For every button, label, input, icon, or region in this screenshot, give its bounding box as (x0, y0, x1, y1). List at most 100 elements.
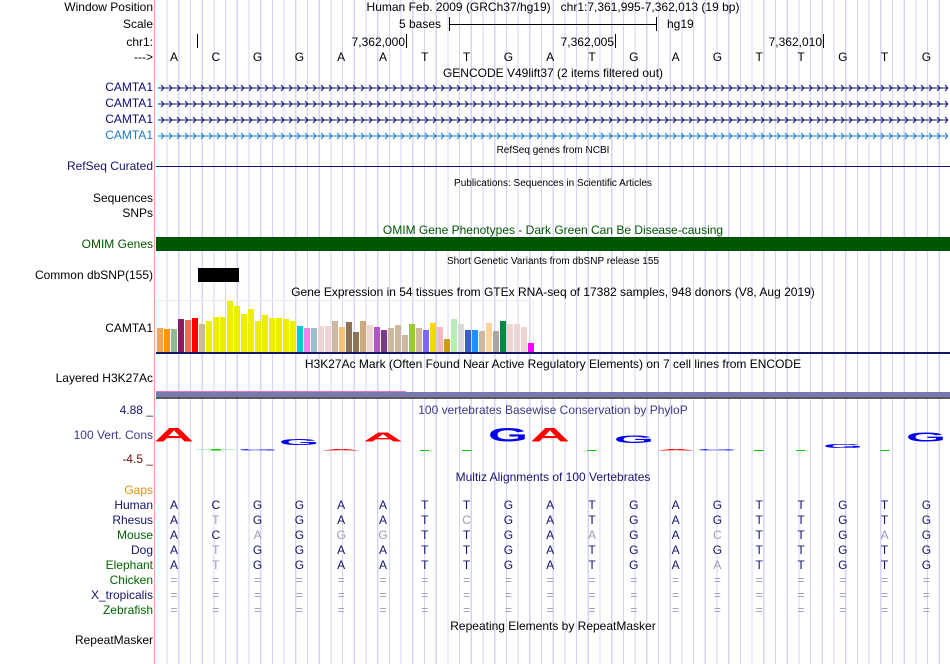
gtex-tissue-bar[interactable] (402, 335, 408, 352)
dbsnp-label[interactable]: Common dbSNP(155) (34, 268, 153, 282)
gtex-label[interactable]: CAMTA1 (105, 321, 153, 335)
species-label[interactable]: Dog (130, 543, 153, 557)
gtex-tissue-bar[interactable] (514, 324, 520, 352)
species-label[interactable]: Zebrafish (102, 603, 153, 617)
gene-track-camta1[interactable] (158, 130, 948, 141)
label-divider[interactable] (154, 0, 155, 664)
gtex-tissue-bar[interactable] (437, 327, 443, 352)
gtex-tissue-bar[interactable] (234, 306, 240, 352)
species-label[interactable]: Elephant (105, 558, 153, 572)
gaps-label[interactable]: Gaps (124, 483, 153, 497)
gtex-tissue-bar[interactable] (311, 328, 317, 352)
gtex-tissue-bar[interactable] (304, 328, 310, 352)
gtex-tissue-bar[interactable] (332, 321, 338, 352)
gtex-tissue-bar[interactable] (346, 322, 352, 352)
gtex-tissue-bar[interactable] (241, 314, 247, 352)
gtex-tissue-bar[interactable] (374, 327, 380, 352)
gtex-tissue-bar[interactable] (430, 323, 436, 352)
gtex-tissue-bar[interactable] (493, 331, 499, 352)
gtex-tissue-bar[interactable] (164, 329, 170, 352)
gtex-tissue-bar[interactable] (353, 332, 359, 352)
gtex-tissue-bar[interactable] (528, 343, 534, 352)
cons-label[interactable]: 100 Vert. Cons (73, 428, 153, 442)
gtex-tissue-bar[interactable] (500, 321, 506, 352)
gtex-tissue-bar[interactable] (381, 330, 387, 352)
gtex-tissue-bar[interactable] (178, 319, 184, 352)
omim-gene-bar[interactable] (156, 237, 950, 251)
gtex-tissue-bar[interactable] (318, 326, 324, 352)
alignment-base: = (922, 588, 930, 602)
gtex-tissue-bar[interactable] (395, 325, 401, 352)
gtex-tissue-bar[interactable] (444, 339, 450, 352)
gtex-tissue-bar[interactable] (388, 328, 394, 352)
gtex-tissue-bar[interactable] (423, 330, 429, 352)
gene-label-camta1[interactable]: CAMTA1 (105, 128, 153, 142)
gtex-tissue-bar[interactable] (185, 320, 191, 352)
strand-label[interactable]: ---> (134, 50, 153, 64)
gene-label-camta1[interactable]: CAMTA1 (105, 96, 153, 110)
gtex-title[interactable]: Gene Expression in 54 tissues from GTEx … (291, 285, 815, 299)
repeatmasker-title[interactable]: Repeating Elements by RepeatMasker (450, 619, 656, 633)
gtex-tissue-bar[interactable] (171, 329, 177, 352)
gtex-tissue-bar[interactable] (465, 330, 471, 352)
gtex-tissue-bar[interactable] (255, 321, 261, 352)
gene-label-camta1[interactable]: CAMTA1 (105, 80, 153, 94)
gtex-tissue-bar[interactable] (220, 317, 226, 352)
h3k27ac-label[interactable]: Layered H3K27Ac (55, 371, 153, 385)
multiz-title[interactable]: Multiz Alignments of 100 Vertebrates (455, 470, 651, 484)
gencode-title[interactable]: GENCODE V49lift37 (2 items filtered out) (442, 66, 664, 80)
gene-label-camta1[interactable]: CAMTA1 (105, 112, 153, 126)
gtex-tissue-bar[interactable] (507, 324, 513, 352)
sequences-label[interactable]: Sequences (92, 191, 153, 205)
chrom-label[interactable]: chr1: (126, 35, 153, 49)
gtex-tissue-bar[interactable] (206, 321, 212, 352)
snps-label[interactable]: SNPs (122, 206, 153, 220)
gtex-tissue-bar[interactable] (248, 309, 254, 352)
gene-track-camta1[interactable] (158, 82, 948, 93)
snp-feature[interactable] (198, 268, 239, 282)
gtex-tissue-bar[interactable] (290, 321, 296, 352)
dbsnp-title[interactable]: Short Genetic Variants from dbSNP releas… (447, 256, 659, 267)
gtex-tissue-bar[interactable] (479, 331, 485, 352)
h3k27ac-title[interactable]: H3K27Ac Mark (Often Found Near Active Re… (304, 357, 802, 371)
gtex-tissue-bar[interactable] (451, 319, 457, 352)
gtex-tissue-bar[interactable] (199, 324, 205, 352)
publications-title[interactable]: Publications: Sequences in Scientific Ar… (454, 178, 652, 189)
gtex-tissue-bar[interactable] (360, 321, 366, 352)
repeatmasker-label[interactable]: RepeatMasker (74, 633, 153, 647)
gtex-tissue-bar[interactable] (472, 330, 478, 352)
gtex-tissue-bar[interactable] (416, 328, 422, 352)
gtex-tissue-bar[interactable] (157, 328, 163, 352)
species-label[interactable]: Human (114, 498, 153, 512)
gtex-tissue-bar[interactable] (486, 323, 492, 352)
refseq-title[interactable]: RefSeq genes from NCBI (496, 145, 610, 156)
gtex-tissue-bar[interactable] (297, 326, 303, 352)
gene-track-camta1[interactable] (158, 98, 948, 109)
omim-title[interactable]: OMIM Gene Phenotypes - Dark Green Can Be… (382, 223, 724, 237)
gtex-tissue-bar[interactable] (339, 327, 345, 352)
gtex-tissue-bar[interactable] (213, 317, 219, 352)
gtex-tissue-bar[interactable] (521, 327, 527, 352)
refseq-label[interactable]: RefSeq Curated (66, 159, 153, 173)
gtex-tissue-bar[interactable] (367, 325, 373, 352)
species-label[interactable]: Mouse (116, 528, 153, 542)
gene-track-camta1[interactable] (158, 114, 948, 125)
gtex-tissue-bar[interactable] (192, 318, 198, 352)
gtex-tissue-bar[interactable] (276, 318, 282, 352)
omim-label[interactable]: OMIM Genes (81, 237, 153, 251)
gtex-tissue-bar[interactable] (283, 319, 289, 352)
gtex-tissue-bar[interactable] (262, 315, 268, 352)
species-label[interactable]: X_tropicalis (90, 588, 153, 602)
scale-label[interactable]: Scale (122, 17, 153, 31)
gtex-tissue-bar[interactable] (458, 324, 464, 352)
gtex-tissue-bar[interactable] (325, 326, 331, 352)
alignment-base: G (921, 513, 932, 527)
cons-title[interactable]: 100 vertebrates Basewise Conservation by… (418, 403, 688, 417)
species-label[interactable]: Chicken (109, 573, 153, 587)
alignment-base: A (378, 543, 387, 557)
gtex-tissue-bar[interactable] (269, 318, 275, 352)
species-label[interactable]: Rhesus (112, 513, 153, 527)
gtex-tissue-bar[interactable] (409, 324, 415, 352)
gtex-tissue-bar[interactable] (227, 301, 233, 352)
window-position-label[interactable]: Window Position (64, 0, 153, 14)
